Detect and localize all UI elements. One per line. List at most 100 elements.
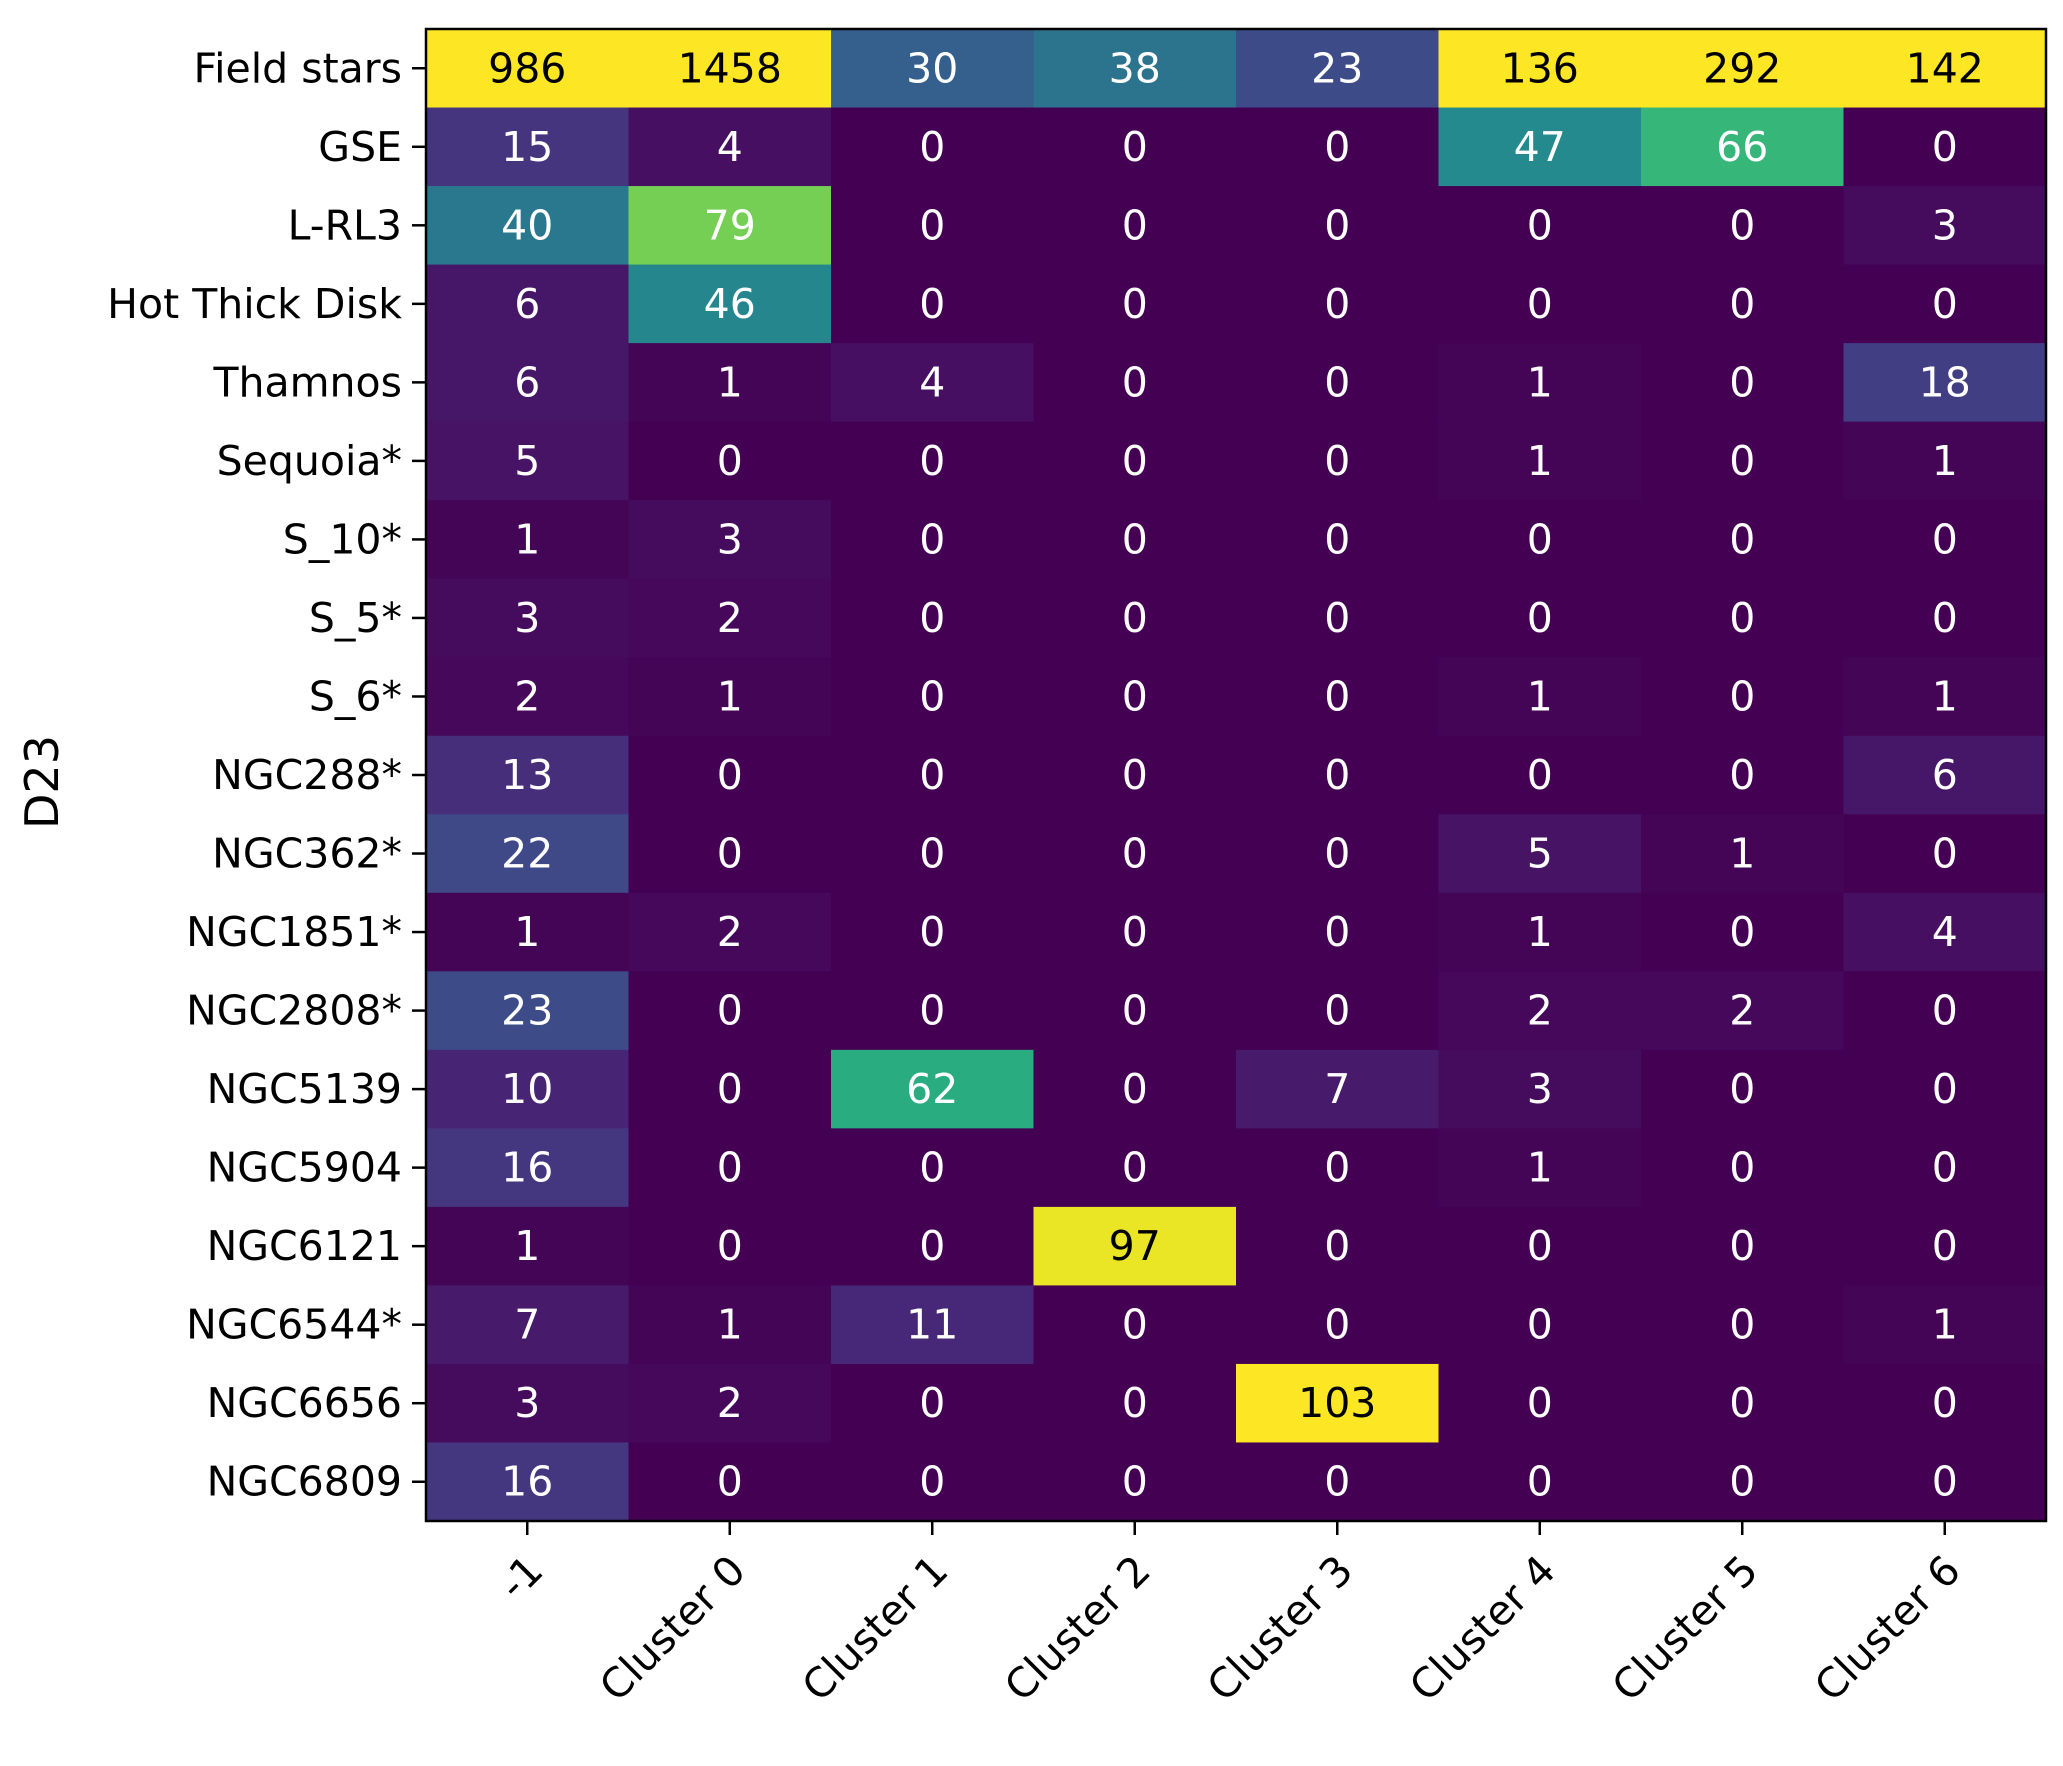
heatmap-cell xyxy=(426,500,630,580)
cell-value-label: 2 xyxy=(1527,987,1553,1035)
cell-value-label: 1 xyxy=(1932,1301,1958,1349)
cell-value-label: 0 xyxy=(919,908,945,956)
heatmap-cell xyxy=(628,735,832,815)
heatmap-cell xyxy=(426,971,630,1051)
cell-value-label: 0 xyxy=(1324,672,1350,720)
cell-value-label: 7 xyxy=(514,1301,540,1349)
cell-value-label: 0 xyxy=(919,1379,945,1427)
cell-value-label: 0 xyxy=(1122,751,1148,799)
heatmap-cell xyxy=(1033,1128,1237,1208)
heatmap-cell xyxy=(1843,735,2047,815)
heatmap-cell xyxy=(1641,1442,1845,1522)
cell-value-label: 0 xyxy=(717,987,743,1035)
heatmap-cell xyxy=(1236,1285,1440,1365)
heatmap-cell xyxy=(426,892,630,972)
heatmap-cell xyxy=(1641,578,1845,658)
heatmap-cell xyxy=(628,814,832,894)
heatmap-cell xyxy=(1641,657,1845,737)
heatmap-cell xyxy=(628,1442,832,1522)
heatmap-cell xyxy=(628,892,832,972)
heatmap-cell xyxy=(1641,29,1845,109)
cell-value-label: 47 xyxy=(1514,123,1566,171)
heatmap-cell xyxy=(831,735,1035,815)
cell-value-label: 0 xyxy=(1324,594,1350,642)
cell-value-label: 0 xyxy=(1122,1458,1148,1506)
cell-value-label: 62 xyxy=(906,1065,958,1113)
heatmap-cell xyxy=(1843,971,2047,1051)
cell-value-label: 0 xyxy=(1932,1065,1958,1113)
heatmap-cell xyxy=(1236,107,1440,187)
heatmap-cell xyxy=(628,578,832,658)
y-tick-label: NGC1851* xyxy=(186,908,402,956)
cell-value-label: 0 xyxy=(919,594,945,642)
heatmap-cell xyxy=(628,1206,832,1287)
y-tick-label: NGC6544* xyxy=(186,1301,402,1349)
heatmap-cell xyxy=(1438,735,1642,815)
cell-value-label: 1 xyxy=(1527,437,1553,485)
cell-value-label: 6 xyxy=(1932,751,1958,799)
heatmap-cell xyxy=(1843,421,2047,501)
heatmap-cell xyxy=(1236,814,1440,894)
cell-value-label: 1 xyxy=(717,1301,743,1349)
cell-value-label: 0 xyxy=(919,1222,945,1270)
cell-value-label: 0 xyxy=(1324,123,1350,171)
heatmap-cell xyxy=(1033,1285,1237,1365)
heatmap-cell xyxy=(831,1442,1035,1522)
cell-value-label: 6 xyxy=(514,358,540,406)
heatmap-cell xyxy=(1641,892,1845,972)
cell-value-label: 0 xyxy=(1729,1301,1755,1349)
cell-value-label: 0 xyxy=(1932,594,1958,642)
cell-value-label: 0 xyxy=(1527,515,1553,563)
y-tick-label: NGC5139 xyxy=(207,1065,402,1113)
y-tick-label: NGC6809 xyxy=(207,1458,402,1506)
cell-value-label: 0 xyxy=(919,751,945,799)
cell-value-label: 1 xyxy=(514,908,540,956)
heatmap-cell xyxy=(831,578,1035,658)
cell-value-label: 0 xyxy=(1932,123,1958,171)
cell-value-label: 0 xyxy=(1324,908,1350,956)
y-tick-label: Sequoia* xyxy=(217,437,402,485)
y-tick-label: S_10* xyxy=(283,515,402,563)
heatmap-cell xyxy=(1033,186,1237,266)
cell-value-label: 3 xyxy=(514,1379,540,1427)
cell-value-label: 0 xyxy=(717,830,743,878)
heatmap-cell xyxy=(1438,1049,1642,1129)
cell-value-label: 23 xyxy=(1311,44,1363,92)
cell-value-label: 0 xyxy=(919,280,945,328)
cell-value-label: 292 xyxy=(1703,44,1781,92)
heatmap-cell xyxy=(1236,186,1440,266)
cell-value-label: 3 xyxy=(1527,1065,1553,1113)
heatmap-cell xyxy=(1438,971,1642,1051)
cell-value-label: 0 xyxy=(717,751,743,799)
cell-value-label: 136 xyxy=(1501,44,1579,92)
cell-value-label: 2 xyxy=(717,594,743,642)
cell-value-label: 0 xyxy=(1932,1144,1958,1192)
cell-value-label: 0 xyxy=(1729,908,1755,956)
heatmap-cell xyxy=(831,1049,1035,1129)
heatmap-cell xyxy=(1641,186,1845,266)
heatmap-cell xyxy=(1843,1363,2047,1444)
cell-value-label: 0 xyxy=(1729,594,1755,642)
heatmap-cell xyxy=(1843,578,2047,658)
cell-value-label: 0 xyxy=(1324,1458,1350,1506)
heatmap-cell xyxy=(1236,971,1440,1051)
heatmap-cell xyxy=(1438,892,1642,972)
heatmap-cell xyxy=(1641,1049,1845,1129)
cell-value-label: 2 xyxy=(717,908,743,956)
y-tick-label: GSE xyxy=(318,123,402,171)
heatmap-cell xyxy=(1843,1442,2047,1522)
heatmap-cell xyxy=(1236,29,1440,109)
cell-value-label: 0 xyxy=(1527,1301,1553,1349)
cell-value-label: 0 xyxy=(1122,908,1148,956)
heatmap-cell xyxy=(1236,1442,1440,1522)
heatmap-cell xyxy=(628,343,832,423)
heatmap-cell xyxy=(1033,1206,1237,1287)
heatmap-cell xyxy=(628,1128,832,1208)
heatmap-cell xyxy=(1438,814,1642,894)
cell-value-label: 1 xyxy=(1932,437,1958,485)
cell-value-label: 0 xyxy=(1527,594,1553,642)
heatmap-cell xyxy=(1236,735,1440,815)
cell-value-label: 0 xyxy=(1122,201,1148,249)
cell-value-label: 0 xyxy=(1932,515,1958,563)
cell-value-label: 0 xyxy=(1729,751,1755,799)
